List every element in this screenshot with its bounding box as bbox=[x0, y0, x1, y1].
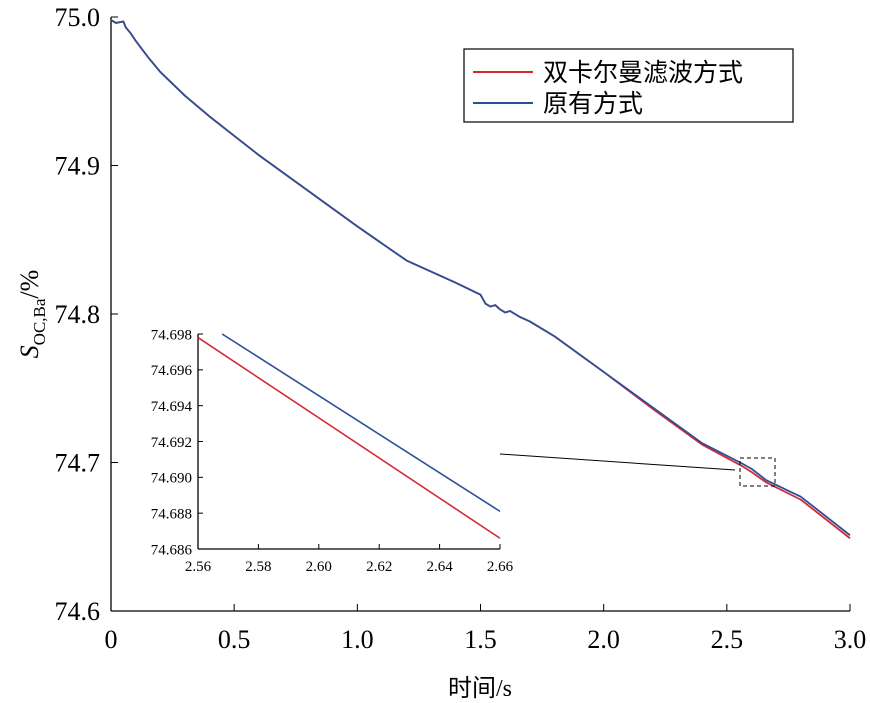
inset-x-tick-label: 2.60 bbox=[306, 559, 332, 575]
inset-chart: 2.56 2.58 2.60 2.62 2.64 2.66 74.68674.68874.… bbox=[151, 327, 514, 575]
main-y-tick-label: 75.0 bbox=[55, 3, 101, 32]
main-x-tick-label: 2.5 bbox=[711, 625, 744, 654]
inset-x-tick-label: 2.66 bbox=[487, 559, 514, 575]
inset-series-line-dual-kalman bbox=[197, 336, 501, 539]
inset-y-tick-label: 74.692 bbox=[151, 435, 192, 451]
main-x-tick-label: 2.0 bbox=[587, 625, 620, 654]
main-series-line-original bbox=[110, 19, 851, 536]
main-x-tick-label: 1.0 bbox=[341, 625, 374, 654]
zoom-connector-line bbox=[499, 453, 736, 471]
inset-y-tick-label: 74.686 bbox=[151, 542, 193, 558]
main-y-ticks: 74.6 74.7 74.8 74.9 75.0 bbox=[55, 3, 118, 626]
legend-box bbox=[463, 48, 794, 123]
inset-x-tick-label: 2.56 bbox=[185, 559, 212, 575]
inset-y-tick-label: 74.694 bbox=[151, 399, 193, 415]
inset-x-ticks: 2.56 2.58 2.60 2.62 2.64 2.66 bbox=[185, 544, 514, 575]
main-x-tick-label: 1.5 bbox=[464, 625, 497, 654]
main-y-tick-label: 74.6 bbox=[55, 597, 101, 626]
y-axis-label-unit: /% bbox=[15, 270, 44, 299]
inset-series bbox=[197, 333, 501, 539]
y-axis-label: SOC,Ba/% bbox=[15, 270, 49, 359]
main-series bbox=[110, 19, 851, 539]
main-x-tick-label: 0.5 bbox=[218, 625, 251, 654]
legend-label-original: 原有方式 bbox=[543, 89, 643, 118]
inset-x-tick-label: 2.62 bbox=[366, 559, 392, 575]
inset-y-tick-label: 74.688 bbox=[151, 506, 192, 522]
main-x-tick-label: 0 bbox=[105, 625, 118, 654]
y-axis-label-main: S bbox=[15, 345, 44, 358]
main-x-ticks: 0 0.5 1.0 1.5 2.0 2.5 3.0 bbox=[105, 604, 867, 654]
inset-series-line-original bbox=[221, 333, 501, 513]
main-x-tick-label: 3.0 bbox=[834, 625, 867, 654]
y-axis-label-sub: OC,Ba bbox=[30, 298, 49, 345]
inset-y-tick-label: 74.696 bbox=[151, 363, 193, 379]
legend: 双卡尔曼滤波方式 原有方式 bbox=[463, 48, 794, 123]
inset-y-tick-label: 74.690 bbox=[151, 471, 192, 487]
inset-x-tick-label: 2.64 bbox=[426, 559, 453, 575]
main-y-tick-label: 74.8 bbox=[55, 300, 101, 329]
zoom-region-box bbox=[739, 457, 776, 487]
x-axis-label: 时间/s bbox=[448, 675, 512, 702]
inset-y-tick-label: 74.698 bbox=[151, 327, 192, 343]
inset-x-tick-label: 2.58 bbox=[245, 559, 271, 575]
legend-label-dual-kalman: 双卡尔曼滤波方式 bbox=[543, 58, 743, 87]
inset-y-ticks: 74.686 74.688 74.690 74.692 74.694 74.696 74.6… bbox=[151, 327, 203, 558]
main-y-tick-label: 74.9 bbox=[55, 152, 101, 181]
main-y-tick-label: 74.7 bbox=[55, 449, 101, 478]
